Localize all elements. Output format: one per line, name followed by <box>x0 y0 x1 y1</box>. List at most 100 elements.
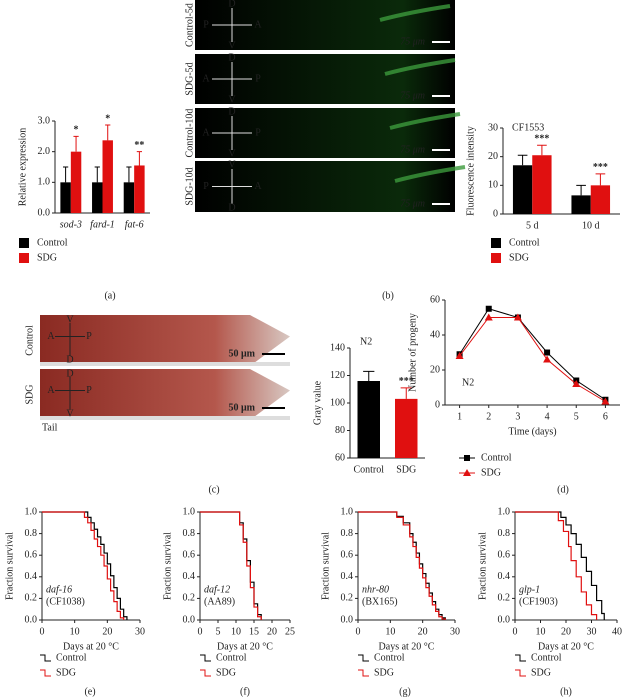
micrograph-label: Control-10d <box>184 109 195 158</box>
x-tick-label: Control <box>353 464 384 475</box>
y-axis-label: Fluorescence intensity <box>465 126 476 216</box>
legend-marker <box>463 469 471 476</box>
compass-label: V <box>228 94 236 105</box>
fluorescence <box>389 112 461 130</box>
compass <box>212 116 252 150</box>
legend-line <box>515 654 526 662</box>
y-axis-label: Fraction survival <box>162 532 173 600</box>
bar <box>571 195 591 214</box>
micrograph-label: SDG-10d <box>184 167 195 205</box>
x-tick-label: 5 d <box>526 220 539 231</box>
strain-id: (CF1038) <box>46 596 85 607</box>
x-tick-label: 20 <box>102 626 112 637</box>
bar <box>357 381 380 458</box>
panel-label: (e) <box>84 686 95 697</box>
bar <box>70 151 82 213</box>
panel-label: (g) <box>399 686 411 697</box>
x-tick-label: 20 <box>267 626 277 637</box>
legend-swatch <box>491 238 501 248</box>
y-tick-label: 100 <box>330 397 345 408</box>
significance: * <box>74 125 79 136</box>
x-tick-label: 0 <box>40 626 45 637</box>
y-tick-label: 0.8 <box>498 528 511 539</box>
y-tick-label: 0.4 <box>341 571 354 582</box>
legend-label: SDG <box>509 252 529 263</box>
compass-label: D <box>228 0 235 9</box>
legend-line <box>200 654 211 662</box>
error-bar <box>105 124 111 141</box>
micrograph-label: Control-5d <box>184 3 195 47</box>
strain-id: (AA89) <box>204 596 235 607</box>
point <box>484 313 493 321</box>
x-tick-label: 0 <box>356 626 361 637</box>
strain: glp-1 <box>519 584 540 595</box>
compass-label: V <box>66 314 74 325</box>
point <box>544 349 551 356</box>
compass-label: P <box>255 73 261 84</box>
y-tick-label: 0.0 <box>498 614 511 625</box>
error-bar <box>94 166 100 183</box>
x-tick-label: 0 <box>198 626 203 637</box>
compass-label: D <box>228 202 235 213</box>
scale-label: 75 μm <box>400 36 425 47</box>
compass-label: V <box>66 408 74 419</box>
compass-label: A <box>47 331 55 342</box>
y-tick-label: 0.6 <box>498 549 511 560</box>
scale-label: 50 μm <box>229 348 256 359</box>
x-tick-label: 30 <box>587 626 597 637</box>
panel-label: (f) <box>240 686 250 697</box>
y-tick-label: 0.8 <box>183 528 196 539</box>
y-tick-label: 40 <box>430 329 440 340</box>
y-tick-label: 2.0 <box>38 146 51 157</box>
fluorescence <box>384 58 456 76</box>
y-tick-label: 20 <box>430 364 440 375</box>
y-tick-label: 120 <box>330 370 345 381</box>
legend-swatch <box>19 253 29 263</box>
x-tick-label: 1 <box>457 411 462 422</box>
legend-label: Control <box>509 237 540 248</box>
micrograph-label: SDG-5d <box>184 62 195 95</box>
x-tick-label: 20 <box>561 626 571 637</box>
chart-title: N2 <box>360 336 372 347</box>
image-label: SDG <box>24 384 35 404</box>
chart-title: CF1553 <box>512 122 544 133</box>
compass <box>55 323 85 356</box>
legend-line <box>40 669 51 677</box>
compass-label: A <box>202 73 210 84</box>
bar <box>395 398 418 458</box>
legend-label: Control <box>56 652 87 663</box>
point <box>601 397 610 405</box>
y-tick-label: 0.8 <box>25 528 38 539</box>
compass-label: P <box>255 127 261 138</box>
y-tick-label: 0.6 <box>183 549 196 560</box>
bar <box>512 165 533 214</box>
y-tick-label: 80 <box>335 425 345 436</box>
legend-label: SDG <box>481 467 501 478</box>
legend-marker <box>464 455 470 461</box>
scale-label: 75 μm <box>400 90 425 101</box>
error-bar <box>62 166 69 183</box>
y-tick-label: 1.0 <box>38 177 51 188</box>
compass-label: A <box>254 19 262 30</box>
image-note: Tail <box>42 422 58 433</box>
legend-label: Control <box>216 652 247 663</box>
x-tick-label: 25 <box>285 626 295 637</box>
y-tick-label: 10 <box>488 180 498 191</box>
y-axis-label: Gray value <box>312 380 323 425</box>
y-tick-label: 0.4 <box>183 571 196 582</box>
x-axis-label: Days at 20 °C <box>63 641 119 652</box>
error-bar <box>73 135 79 152</box>
compass-label: D <box>228 106 235 117</box>
compass-label: D <box>66 368 73 379</box>
x-tick-label: 10 <box>70 626 80 637</box>
legend-line <box>358 654 369 662</box>
legend-label: Control <box>37 237 68 248</box>
x-tick-label: SDG <box>396 464 416 475</box>
y-tick-label: 1.0 <box>341 506 354 517</box>
error-bar <box>136 151 143 166</box>
x-tick-label: 5 <box>574 411 579 422</box>
y-tick-label: 0.0 <box>183 614 196 625</box>
y-tick-label: 0.4 <box>25 571 38 582</box>
x-tick-label: 2 <box>486 411 491 422</box>
